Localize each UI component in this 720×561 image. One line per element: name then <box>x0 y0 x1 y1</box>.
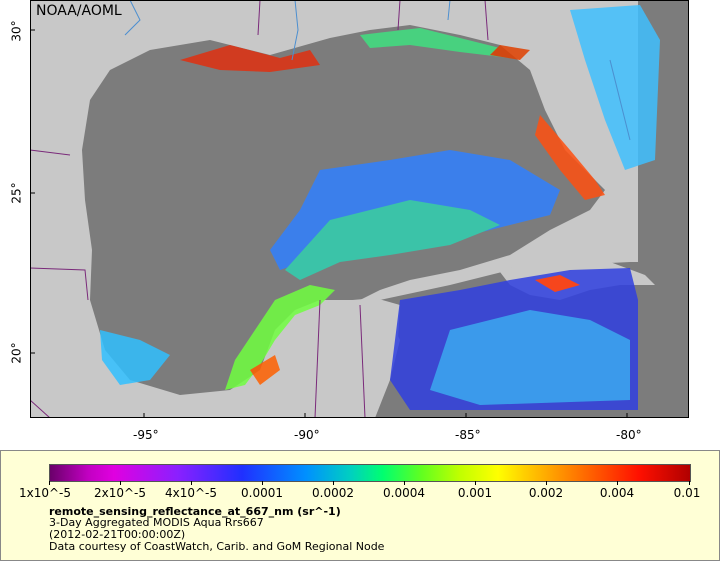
lon-label-minus90: -90° <box>294 428 320 442</box>
legend-panel: 1x10^-5 2x10^-5 4x10^-5 0.0001 0.0002 0.… <box>0 450 720 561</box>
colorbar-tick <box>689 481 690 485</box>
lat-label-30: 30° <box>9 20 24 42</box>
map-panel[interactable] <box>30 0 689 418</box>
colorbar-tick <box>475 481 476 485</box>
colorbar-tick <box>546 481 547 485</box>
colorbar-tick-label: 2x10^-5 <box>93 486 147 500</box>
colorbar-tick-label: 0.001 <box>457 486 493 500</box>
yucatan-land <box>270 298 400 418</box>
colorbar-tick <box>617 481 618 485</box>
lon-label-minus85: -85° <box>455 428 481 442</box>
map-canvas <box>30 0 689 418</box>
colorbar-tick-label: 0.002 <box>528 486 564 500</box>
dataset-title: 3-Day Aggregated MODIS Aqua Rrs667 <box>49 516 264 529</box>
colorbar-tick-label: 1x10^-5 <box>18 486 72 500</box>
lat-label-25: 25° <box>9 182 24 204</box>
dataset-time: (2012-02-21T00:00:00Z) <box>49 528 186 541</box>
colorbar-tick-label: 0.0002 <box>312 486 354 500</box>
colorbar <box>49 464 691 482</box>
colorbar-tick <box>191 481 192 485</box>
political-borders <box>30 0 489 418</box>
colorbar-tick-label: 0.004 <box>599 486 635 500</box>
colorbar-tick <box>262 481 263 485</box>
colorbar-tick <box>120 481 121 485</box>
colorbar-tick <box>404 481 405 485</box>
colorbar-tick <box>333 481 334 485</box>
colorbar-tick-label: 0.01 <box>673 486 701 500</box>
colorbar-tick-label: 0.0004 <box>383 486 425 500</box>
map-credit: NOAA/AOML <box>36 3 122 19</box>
reflectance-data <box>100 5 660 410</box>
rivers <box>124 0 631 141</box>
lon-label-minus95: -95° <box>133 428 159 442</box>
colorbar-tick-label: 4x10^-5 <box>164 486 218 500</box>
lat-label-20: 20° <box>9 342 24 364</box>
variable-name: remote_sensing_reflectance_at_667_nm (sr… <box>49 505 341 518</box>
colorbar-tick-label: 0.0001 <box>241 486 283 500</box>
data-credit: Data courtesy of CoastWatch, Carib. and … <box>49 540 385 553</box>
colorbar-tick <box>49 481 50 485</box>
map-border <box>30 0 689 418</box>
lon-label-minus80: -80° <box>616 428 642 442</box>
